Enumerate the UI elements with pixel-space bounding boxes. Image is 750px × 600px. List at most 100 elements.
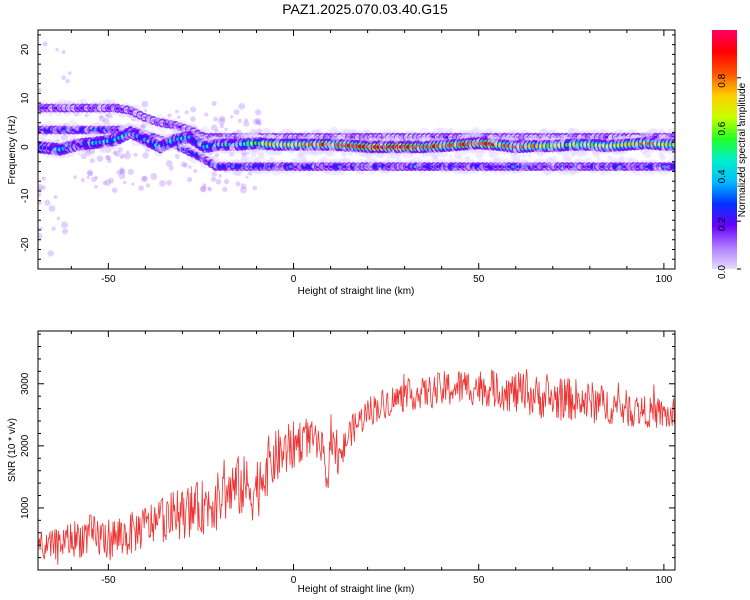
heatmap-noise-cell <box>141 100 149 108</box>
heatmap-noise-cell <box>38 232 43 240</box>
spectrogram-ticks: -50 0 50 100 -20 -10 0 10 20 <box>20 30 675 285</box>
y-tick-label: 2000 <box>20 434 31 457</box>
spectrogram-frame <box>37 29 676 270</box>
heatmap-noise-cell <box>237 118 242 123</box>
heatmap-noise-cell <box>180 161 187 167</box>
heatmap-noise-cell <box>73 175 77 180</box>
heatmap-noise-cell <box>596 156 601 161</box>
heatmap-noise-cell <box>253 118 260 125</box>
heatmap-noise-cell <box>176 115 181 120</box>
colorbar-tick-label: 0.8 <box>717 73 728 87</box>
heatmap-noise-cell <box>219 115 226 122</box>
heatmap-noise-cell <box>87 170 93 177</box>
heatmap-noise-cell <box>47 250 54 257</box>
y-tick-label: 0 <box>20 144 31 150</box>
colorbar-gradient <box>712 30 737 269</box>
colorbar-tick-label: 0.4 <box>717 169 728 183</box>
heatmap-noise-cell <box>105 155 110 160</box>
heatmap-noise-cell <box>131 182 135 186</box>
heatmap-noise-cell <box>96 155 104 162</box>
heatmap-noise-cell <box>165 160 173 167</box>
heatmap-noise-cell <box>203 112 209 117</box>
heatmap-noise-cell <box>202 183 207 188</box>
heatmap-noise-cell <box>252 185 258 191</box>
heatmap-noise-cell <box>141 175 148 183</box>
heatmap-noise-cell <box>120 153 126 159</box>
heatmap-noise-cell <box>448 128 454 133</box>
spectrogram-heatmap <box>38 41 675 257</box>
chart-title: PAZ1.2025.070.03.40.G15 <box>282 1 448 17</box>
colorbar-label: Normalized spectral amplitude <box>737 82 748 217</box>
heatmap-noise-cell <box>193 169 198 174</box>
heatmap-noise-cell <box>106 112 113 119</box>
heatmap-noise-cell <box>618 155 625 162</box>
heatmap-noise-cell <box>150 173 158 181</box>
heatmap-noise-cell <box>211 171 218 177</box>
heatmap-noise-cell <box>190 116 196 122</box>
heatmap-noise-cell <box>159 180 166 187</box>
heatmap-noise-cell <box>112 150 118 156</box>
heatmap-noise-cell <box>240 186 247 194</box>
heatmap-noise-cell <box>140 123 147 129</box>
heatmap-noise-cell <box>436 127 442 133</box>
heatmap-noise-cell <box>102 180 108 186</box>
heatmap-noise-cell <box>61 221 69 229</box>
heatmap-noise-cell <box>108 177 114 184</box>
heatmap-noise-cell <box>224 127 228 132</box>
x-tick-label: 50 <box>473 575 485 586</box>
heatmap-noise-cell <box>145 183 151 188</box>
heatmap-halo-cell <box>641 169 652 175</box>
colorbar-tick-label: 0.0 <box>717 265 728 279</box>
heatmap-noise-cell <box>126 150 130 154</box>
heatmap-noise-cell <box>188 165 192 169</box>
heatmap-noise-cell <box>94 184 98 189</box>
heatmap-noise-cell <box>214 152 220 158</box>
snr-y-axis-label: SNR (10 * v/v) <box>7 418 18 482</box>
heatmap-noise-cell <box>213 116 219 122</box>
heatmap-noise-cell <box>41 176 46 181</box>
heatmap-noise-cell <box>300 155 308 163</box>
heatmap-noise-cell <box>89 158 95 164</box>
heatmap-noise-cell <box>53 195 58 200</box>
heatmap-noise-cell <box>207 187 213 192</box>
heatmap-noise-cell <box>243 120 250 127</box>
colorbar-ticks: 0.0 0.2 0.4 0.6 0.8 <box>717 73 741 279</box>
heatmap-noise-cell <box>658 152 664 158</box>
heatmap-noise-cell <box>94 175 99 180</box>
heatmap-noise-cell <box>521 153 526 158</box>
heatmap-noise-cell <box>131 116 137 122</box>
x-tick-label: 0 <box>291 274 297 285</box>
heatmap-noise-cell <box>330 126 338 134</box>
heatmap-noise-cell <box>141 175 148 181</box>
heatmap-noise-cell <box>600 128 605 133</box>
heatmap-noise-cell <box>222 186 228 193</box>
heatmap-noise-cell <box>210 124 218 131</box>
x-tick-label: -50 <box>101 274 116 285</box>
spectrogram-y-axis-label: Frequency (Hz) <box>7 116 18 185</box>
x-tick-label: 50 <box>473 274 485 285</box>
heatmap-noise-cell <box>111 187 118 193</box>
heatmap-noise-cell <box>51 226 56 231</box>
x-tick-label: 100 <box>656 575 673 586</box>
heatmap-noise-cell <box>449 154 453 158</box>
heatmap-noise-cell <box>140 124 145 129</box>
y-tick-label: 1000 <box>20 496 31 519</box>
heatmap-noise-cell <box>80 178 85 183</box>
x-tick-label: -50 <box>101 575 116 586</box>
heatmap-noise-cell <box>304 129 309 134</box>
heatmap-noise-cell <box>104 179 111 186</box>
heatmap-noise-cell <box>168 165 174 171</box>
heatmap-cells <box>38 41 675 257</box>
heatmap-noise-cell <box>214 128 219 133</box>
heatmap-noise-cell <box>238 102 246 110</box>
heatmap-noise-cell <box>104 113 109 118</box>
heatmap-noise-cell <box>186 176 193 183</box>
heatmap-noise-cell <box>117 147 123 153</box>
heatmap-noise-cell <box>219 123 225 129</box>
heatmap-noise-cell <box>38 183 43 190</box>
heatmap-noise-cell <box>143 108 148 113</box>
heatmap-noise-cell <box>255 119 261 125</box>
heatmap-noise-cell <box>233 109 240 116</box>
heatmap-noise-cell <box>106 155 112 161</box>
heatmap-noise-cell <box>118 172 126 180</box>
